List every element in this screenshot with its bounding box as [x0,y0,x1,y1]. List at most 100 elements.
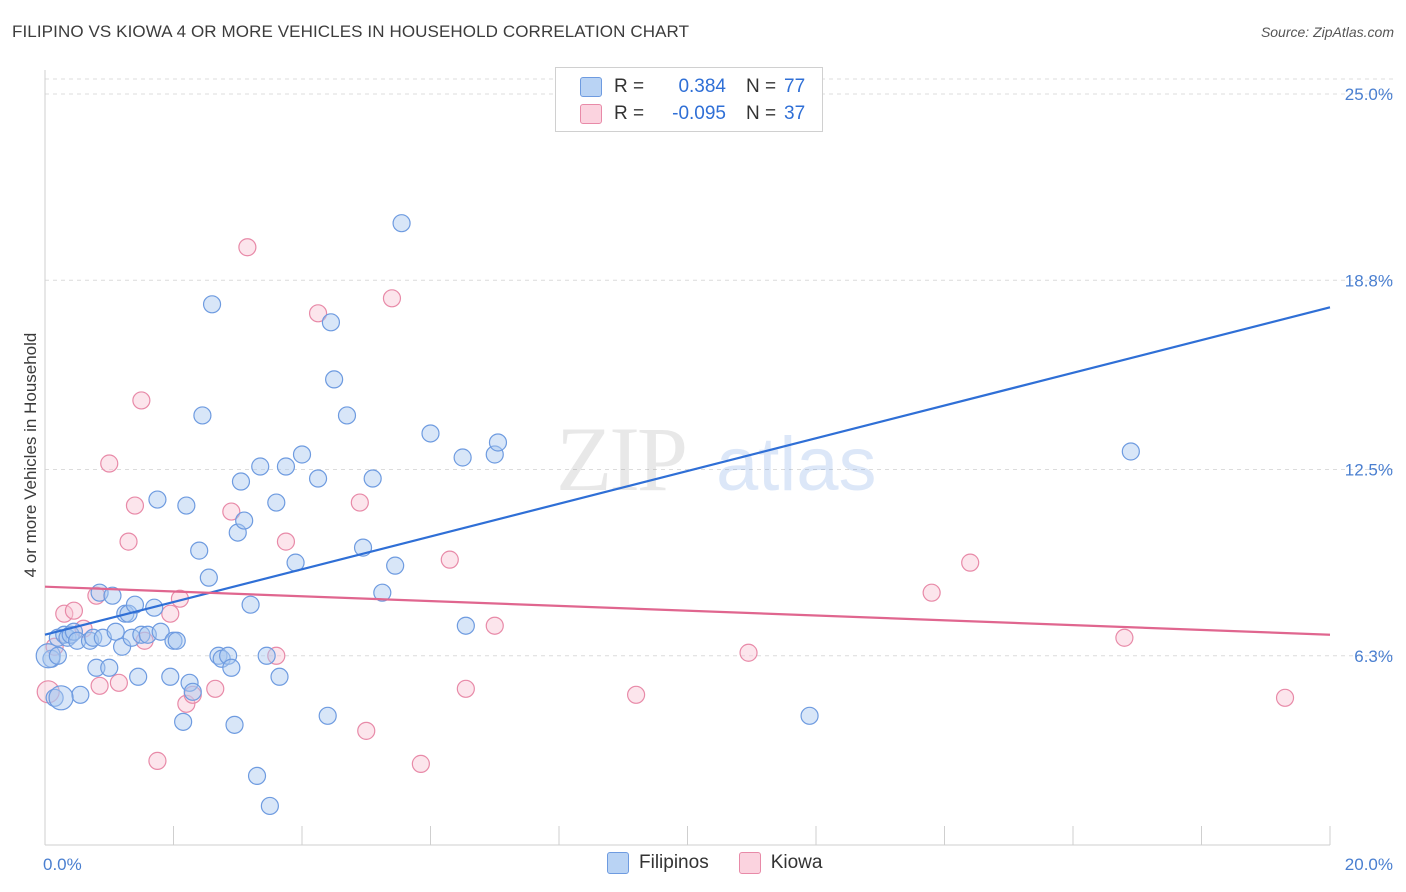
kiowa-point [206,679,225,698]
filipinos-point [161,667,180,686]
filipinos-point [325,370,344,389]
filipinos-point [456,616,475,635]
filipinos-point [87,658,106,677]
legend-swatch-kiowa [580,104,602,124]
filipinos-point [167,631,186,650]
legend-r-value: 0.384 [678,76,726,97]
kiowa-point [87,586,106,605]
filipinos-point [267,493,286,512]
filipinos-point [363,469,382,488]
legend-swatch-filipinos [607,852,629,874]
kiowa-point [961,553,980,572]
legend-n-value: 37 [784,103,806,124]
x-tick-label: 0.0% [43,855,82,874]
correlation-legend: R = 0.384 N = 77 R = -0.095 N = 37 [555,67,823,132]
filipinos-point [392,214,411,233]
kiowa-point [276,532,296,551]
kiowa-point [132,391,151,410]
filipinos-point [103,586,122,605]
y-axis-label: 4 or more Vehicles in Household [21,333,40,578]
kiowa-point [125,496,145,515]
kiowa-point [922,583,941,602]
svg-text:atlas: atlas [716,422,877,507]
filipinos-point [251,457,270,476]
filipinos-point [373,583,392,602]
filipinos-point [308,469,328,488]
kiowa-points [36,238,1295,773]
legend-r-label: R = [614,76,645,97]
kiowa-point [456,679,475,698]
filipinos-point [202,295,222,314]
kiowa-point [357,721,376,740]
kiowa-point [739,643,758,662]
kiowa-point [161,604,180,623]
kiowa-point [411,754,430,773]
kiowa-point [148,751,167,770]
filipinos-point [219,646,238,665]
filipinos-point [421,424,440,443]
kiowa-point [308,304,328,323]
filipinos-point [247,766,267,786]
filipinos-point [129,667,148,686]
filipinos-point [241,595,260,614]
filipinos-point [321,313,341,332]
legend-swatch-kiowa [738,852,761,874]
legend-r-value: -0.095 [672,103,726,124]
legend-r-label: R = [614,103,645,124]
filipinos-point [257,646,276,665]
y-tick-label: 18.8% [1345,271,1393,290]
filipinos-point [193,406,212,425]
kiowa-trend-line [44,585,1331,636]
filipinos-point [485,445,504,464]
filipinos-point [1121,442,1140,461]
filipinos-point [276,457,296,476]
kiowa-point [440,550,459,569]
filipinos-point [148,490,167,509]
kiowa-point [626,685,646,704]
series-legend: Filipinos Kiowa [607,852,822,874]
kiowa-point [485,616,504,635]
kiowa-point [1275,688,1295,707]
axes [44,70,1331,846]
chart-title: FILIPINO VS KIOWA 4 OR MORE VEHICLES IN … [12,22,690,41]
filipinos-point [100,658,119,677]
filipinos-point [71,685,90,704]
source-label: Source: ZipAtlas.com [1260,24,1394,40]
legend-row-filipinos: R = 0.384 N = 77 [580,75,805,99]
legend-n-value: 77 [784,76,806,97]
filipinos-point [453,448,472,467]
filipinos-point [48,685,74,711]
filipinos-point [225,715,244,734]
legend-n-label: N = [746,76,777,97]
kiowa-point [64,601,84,620]
filipinos-point [235,511,254,530]
filipinos-point [292,445,312,464]
x-tick-label: 20.0% [1345,855,1393,874]
y-tick-labels: 6.3% 12.5% 18.8% 25.0% [1345,85,1393,666]
filipinos-point [260,796,279,816]
filipinos-point [48,646,67,665]
filipinos-point [199,568,218,587]
kiowa-point [109,673,128,692]
kiowa-point [100,454,119,473]
kiowa-point [382,289,402,308]
watermark: ZIP atlas [556,408,877,510]
filipinos-point [318,706,337,725]
legend-label-kiowa: Kiowa [770,852,823,873]
filipinos-point [183,682,202,701]
kiowa-point [238,238,257,257]
svg-text:ZIP: ZIP [556,408,685,510]
legend-swatch-filipinos [580,77,602,97]
kiowa-point [222,502,241,521]
grid-lines [45,78,1395,657]
filipinos-trend-line [44,306,1331,636]
filipinos-point [151,622,170,641]
filipinos-point [209,646,228,665]
kiowa-point [267,646,286,665]
filipinos-point [132,625,151,644]
filipinos-point [337,406,357,425]
filipinos-point [800,706,819,725]
filipinos-point [84,628,103,647]
filipinos-point [35,643,61,669]
